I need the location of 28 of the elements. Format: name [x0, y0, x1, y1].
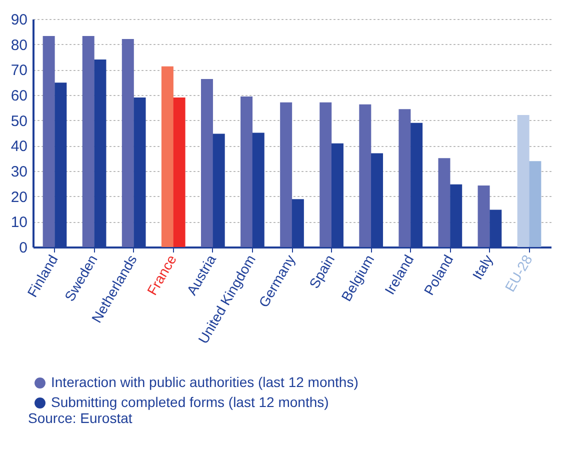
y-tick-label: 20: [10, 188, 28, 206]
bar: [42, 36, 55, 247]
y-tick-label: 0: [19, 240, 28, 256]
bar: [529, 161, 542, 247]
bar: [478, 185, 490, 247]
y-tick-label: 60: [10, 88, 28, 104]
bar: [200, 79, 213, 247]
bar: [240, 96, 253, 247]
y-tick-label: 10: [10, 214, 28, 232]
bar: [122, 39, 134, 247]
bar: [517, 115, 530, 247]
bar: [82, 36, 94, 247]
bar: [438, 158, 450, 247]
bar: [320, 102, 332, 247]
legend-label: Interaction with public authorities (last 12 months): [51, 374, 358, 390]
bar: [173, 98, 186, 247]
bar: [161, 66, 174, 247]
bar: [359, 104, 372, 247]
bar: [398, 109, 411, 247]
y-tick-label: 50: [10, 112, 28, 130]
y-tick-label: 80: [10, 36, 28, 54]
y-tick-label: 70: [10, 62, 28, 80]
source-note: Source: Eurostat: [28, 410, 134, 426]
legend-label: Submitting completed forms (last 12 months): [51, 394, 329, 410]
y-tick-label: 30: [10, 164, 28, 180]
y-tick-label: 40: [10, 138, 28, 156]
bar: [280, 102, 292, 247]
y-tick-label: 90: [10, 12, 28, 28]
